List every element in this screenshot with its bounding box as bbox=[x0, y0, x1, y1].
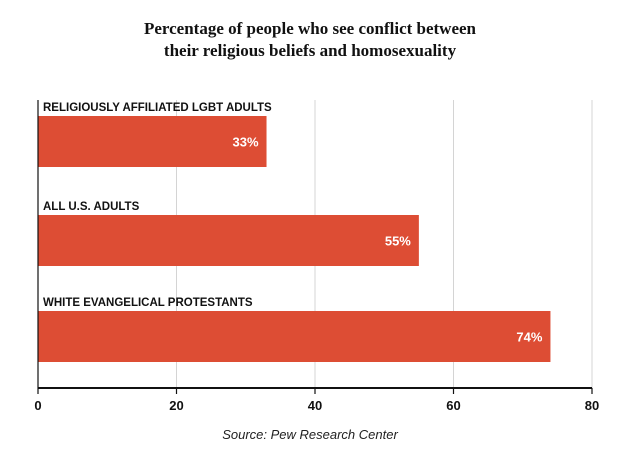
bar-3 bbox=[38, 311, 551, 362]
category-label-2: ALL U.S. ADULTS bbox=[43, 201, 140, 213]
category-label-3: WHITE EVANGELICAL PROTESTANTS bbox=[43, 297, 253, 309]
source-note: Source: Pew Research Center bbox=[222, 427, 398, 442]
chart-title-line-1: Percentage of people who see conflict be… bbox=[143, 19, 477, 38]
category-label-1: RELIGIOUSLY AFFILIATED LGBT ADULTS bbox=[43, 102, 272, 114]
chart-title: Percentage of people who see conflict be… bbox=[0, 18, 620, 62]
x-tick-label-80: 80 bbox=[585, 398, 599, 413]
value-label-1: 33% bbox=[232, 135, 258, 150]
value-label-2: 55% bbox=[385, 234, 411, 249]
bar-1 bbox=[38, 116, 267, 167]
x-tick-label-40: 40 bbox=[308, 398, 322, 413]
value-label-3: 74% bbox=[516, 330, 542, 345]
bar-2 bbox=[38, 215, 419, 266]
x-tick-label-0: 0 bbox=[34, 398, 41, 413]
x-tick-label-60: 60 bbox=[446, 398, 460, 413]
chart-title-line-2: their religious beliefs and homosexualit… bbox=[163, 41, 457, 60]
x-tick-label-20: 20 bbox=[169, 398, 183, 413]
